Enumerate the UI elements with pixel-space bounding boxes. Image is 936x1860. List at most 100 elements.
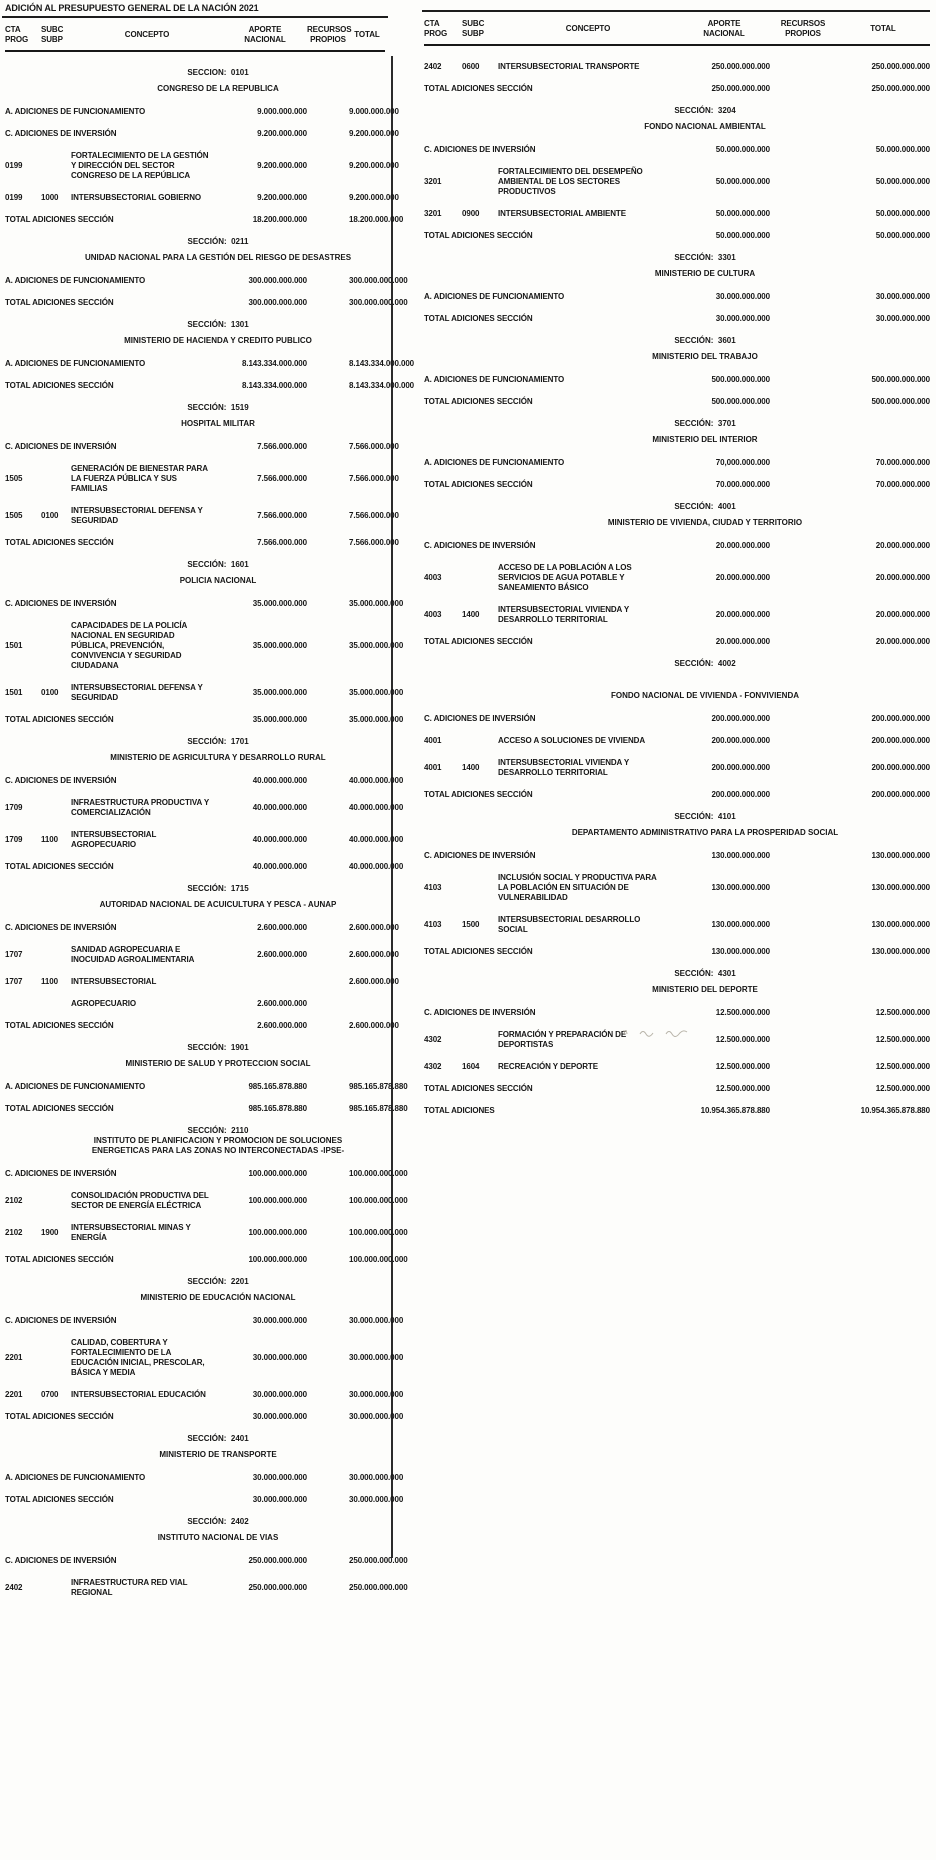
cell-aporte-nacional: 30.000.000.000 [252,1390,307,1399]
section-code: SECCIÓN: 1601 [187,560,249,569]
cell-cta-prog: 2102 [5,1228,23,1237]
cell-total: 130.000.000.000 [871,883,930,892]
cell-subc-subp: 0600 [462,62,480,71]
section-code: SECCIÓN: 1701 [187,737,249,746]
section-name: MINISTERIO DE HACIENDA Y CREDITO PUBLICO [124,336,312,345]
cell-concepto: INTERSUBSECTORIAL GOBIERNO [71,193,202,202]
header-total: TOTAL [870,24,896,33]
section-name: MINISTERIO DE VIVIENDA, CIUDAD Y TERRITO… [607,518,803,527]
row-label: A. ADICIONES DE FUNCIONAMIENTO [5,276,146,285]
row-label: C. ADICIONES DE INVERSIÓN [5,1556,117,1565]
table-row: C. ADICIONES DE INVERSIÓN 30.000.000.000 3… [5,1316,403,1326]
table-row: C. ADICIONES DE INVERSIÓN 50.000.000.000 5… [424,145,930,155]
cell-cta-prog: 4302 [424,1035,442,1044]
table-row: TOTAL ADICIONES SECCIÓN 30.000.000.000 30.… [5,1412,403,1422]
row-label: A. ADICIONES DE FUNCIONAMIENTO [424,375,565,384]
section-header: SECCIÓN: 0211 UNIDAD NACIONAL PARA LA GES… [5,237,385,265]
row-label: C. ADICIONES DE INVERSIÓN [424,145,536,154]
table-row: 4003 ACCESO DE LA POBLACIÓN A LOS SERVICI… [424,563,930,593]
cell-aporte-nacional: 7.566.000.000 [257,474,307,483]
row-label: TOTAL ADICIONES SECCIÓN [5,538,114,547]
cell-cta-prog: 4001 [424,736,442,745]
cell-aporte-nacional: 30.000.000.000 [252,1353,307,1362]
table-row: TOTAL ADICIONES SECCIÓN 30.000.000.000 30.… [424,314,930,324]
cell-total: 250.000.000.000 [349,1583,408,1592]
section-code: SECCIÓN: 3701 [674,419,736,428]
cell-concepto: SANIDAD AGROPECUARIA E INOCUIDAD AGROALI… [71,945,195,964]
table-row: 2402 INFRAESTRUCTURA RED VIAL REGIONAL 250… [5,1578,408,1598]
cell-subc-subp: 0900 [462,209,480,218]
table-row: 1709 1100 INTERSUBSECTORIAL AGROPECUARIO 40… [5,830,403,850]
cell-total: 200.000.000.000 [871,736,930,745]
cell-aporte-nacional: 40.000.000.000 [252,862,307,871]
table-row: A. ADICIONES DE FUNCIONAMIENTO 300.000.00… [5,276,408,286]
cell-concepto: INTERSUBSECTORIAL TRANSPORTE [498,62,640,71]
cell-aporte-nacional: 200.000.000.000 [711,790,770,799]
cell-total: 985.165.878.880 [349,1082,408,1091]
cell-aporte-nacional: 50.000.000.000 [715,145,770,154]
table-row: TOTAL ADICIONES SECCIÓN 18.200.000.000 18.… [5,215,403,225]
cell-aporte-nacional: 9.200.000.000 [257,193,307,202]
cell-cta-prog: 0199 [5,161,23,170]
cell-aporte-nacional: 500.000.000.000 [711,397,770,406]
section-header: SECCIÓN: 4002 FONDO NACIONAL DE VIVIENDA … [424,659,930,703]
cell-cta-prog: 0199 [5,193,23,202]
cell-aporte-nacional: 8.143.334.000.000 [241,381,307,390]
section-name: CONGRESO DE LA REPUBLICA [157,84,279,93]
cell-aporte-nacional: 30.000.000.000 [252,1316,307,1325]
cell-subc-subp: 1604 [462,1062,480,1071]
cell-aporte-nacional: 70.000.000.000 [715,480,770,489]
cell-total: 250.000.000.000 [349,1556,408,1565]
cell-total: 250.000.000.000 [871,84,930,93]
table-row: 1709 INFRAESTRUCTURA PRODUCTIVA Y COMERCI… [5,798,403,818]
cell-concepto: CONSOLIDACIÓN PRODUCTIVA DEL SECTOR DE E… [71,1191,209,1210]
table-row: 1707 SANIDAD AGROPECUARIA E INOCUIDAD AGR… [5,945,399,965]
cell-total: 7.566.000.000 [349,442,399,451]
cell-total: 100.000.000.000 [349,1228,408,1237]
cell-total: 9.200.000.000 [349,161,399,170]
header-concepto: CONCEPTO [124,30,170,39]
row-label: TOTAL ADICIONES SECCIÓN [5,1255,114,1264]
cell-concepto: FORTALECIMIENTO DE LA GESTIÓN Y DIRECCIÓ… [71,151,209,180]
table-row: 2201 0700 INTERSUBSECTORIAL EDUCACIÓN 30.00… [5,1390,403,1400]
table-row: 3201 FORTALECIMIENTO DEL DESEMPEÑO AMBIEN… [424,167,930,197]
cell-aporte-nacional: 20.000.000.000 [715,637,770,646]
header-cta-prog: CTA PROG [5,25,29,44]
cell-total: 300.000.000.000 [349,298,408,307]
table-row: 1505 GENERACIÓN DE BIENESTAR PARA LA FUER… [5,464,399,494]
cell-total: 70.000.000.000 [875,480,930,489]
cell-cta-prog: 2102 [5,1196,23,1205]
cell-cta-prog: 4001 [424,763,442,772]
table-row: C. ADICIONES DE INVERSIÓN 20.000.000.000 2… [424,541,930,551]
table-row: C. ADICIONES DE INVERSIÓN 12.500.000.000 1… [424,1008,930,1018]
cell-aporte-nacional: 9.200.000.000 [257,129,307,138]
row-label: A. ADICIONES DE FUNCIONAMIENTO [5,359,146,368]
cell-aporte-nacional: 10.954.365.878.880 [700,1106,770,1115]
column-divider [391,56,393,1558]
section-name: MINISTERIO DE TRANSPORTE [159,1450,277,1459]
row-label: C. ADICIONES DE INVERSIÓN [424,851,536,860]
table-row: A. ADICIONES DE FUNCIONAMIENTO 30.000.000… [424,292,930,302]
cell-aporte-nacional: 18.200.000.000 [252,215,307,224]
cell-total: 40.000.000.000 [349,776,404,785]
row-label: TOTAL ADICIONES SECCIÓN [5,1412,114,1421]
cell-aporte-nacional: 2.600.000.000 [257,1021,307,1030]
cell-cta-prog: 4302 [424,1062,442,1071]
table-row: TOTAL ADICIONES SECCIÓN 300.000.000.000 30… [5,298,408,308]
cell-cta-prog: 1505 [5,511,23,520]
row-label: TOTAL ADICIONES SECCIÓN [424,231,533,240]
table-row: C. ADICIONES DE INVERSIÓN 100.000.000.000… [5,1169,408,1179]
cell-aporte-nacional: 30.000.000.000 [252,1495,307,1504]
section-name: UNIDAD NACIONAL PARA LA GESTIÓN DEL RIES… [84,253,352,262]
header-total: TOTAL [354,30,380,39]
table-body: 2402 0600 INTERSUBSECTORIAL TRANSPORTE 250.… [424,62,930,1116]
cell-aporte-nacional: 250.000.000.000 [248,1583,307,1592]
cell-concepto: INTERSUBSECTORIAL DEFENSA Y SEGURIDAD [71,683,203,702]
section-name: INSTITUTO NACIONAL DE VIAS [157,1533,279,1542]
row-label: C. ADICIONES DE INVERSIÓN [5,1316,117,1325]
cell-aporte-nacional: 985.165.878.880 [248,1082,307,1091]
cell-total: 30.000.000.000 [349,1316,404,1325]
table-row: 2402 0600 INTERSUBSECTORIAL TRANSPORTE 250.… [424,62,930,72]
cell-concepto: INFRAESTRUCTURA PRODUCTIVA Y COMERCIALIZ… [71,798,209,817]
cell-total: 100.000.000.000 [349,1196,408,1205]
